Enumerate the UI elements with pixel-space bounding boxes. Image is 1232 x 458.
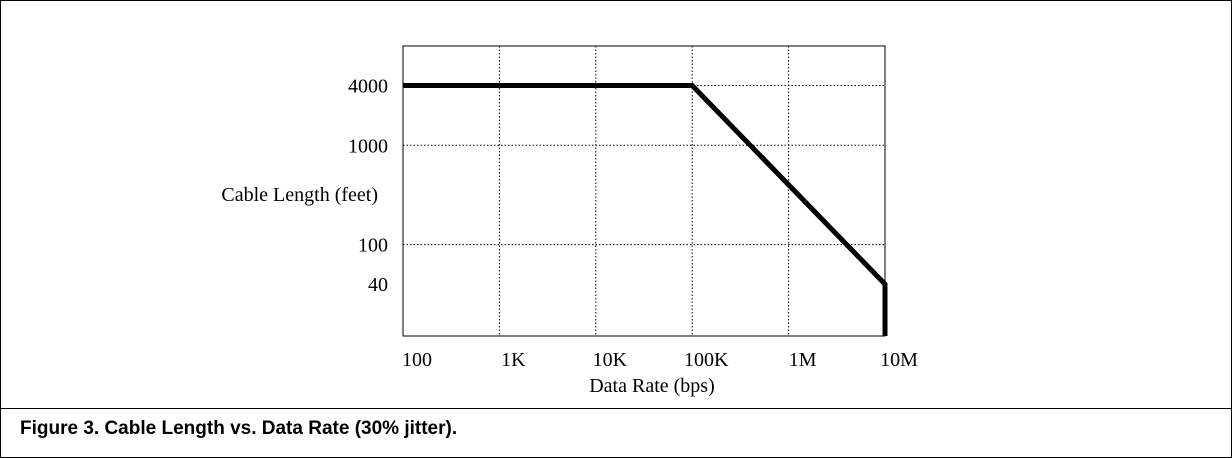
x-tick-labels: 100 1K 10K 100K 1M 10M bbox=[402, 349, 918, 371]
x-tick-label: 100 bbox=[402, 349, 432, 371]
x-tick-label: 10K bbox=[593, 349, 628, 371]
y-tick-label: 1000 bbox=[348, 135, 388, 157]
cable-length-chart: 4000 1000 100 40 100 1K 10K 100K 1M 10M Cable Le… bbox=[221, 45, 918, 397]
grid-lines bbox=[403, 46, 885, 336]
y-axis-label: Cable Length (feet) bbox=[221, 184, 378, 206]
y-tick-label: 40 bbox=[368, 274, 388, 296]
figure-caption: Figure 3. Cable Length vs. Data Rate (30… bbox=[20, 418, 458, 439]
plot-area bbox=[402, 45, 886, 337]
x-tick-label: 1K bbox=[501, 349, 526, 371]
caption-divider bbox=[0, 408, 1232, 409]
y-tick-label: 4000 bbox=[348, 76, 388, 98]
x-tick-label: 100K bbox=[684, 349, 729, 371]
series-group bbox=[403, 83, 888, 336]
x-tick-label: 1M bbox=[789, 349, 817, 371]
y-tick-label: 100 bbox=[358, 235, 388, 257]
y-tick-labels: 4000 1000 100 40 bbox=[348, 76, 388, 297]
series-line bbox=[403, 83, 888, 336]
x-axis-label: Data Rate (bps) bbox=[589, 375, 715, 397]
x-tick-label: 10M bbox=[880, 349, 918, 371]
